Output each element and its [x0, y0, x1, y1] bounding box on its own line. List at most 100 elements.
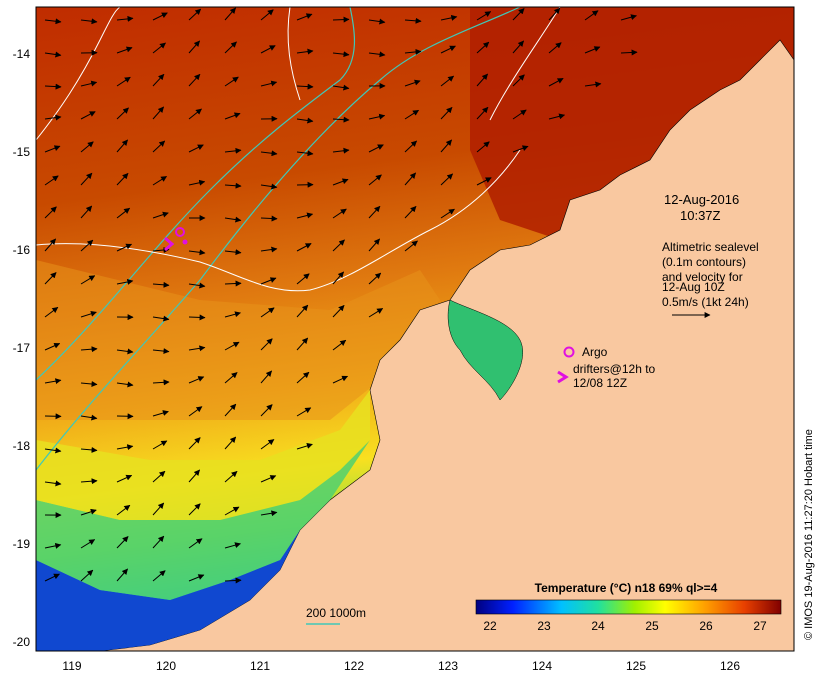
x-tick-label: 122 [344, 659, 364, 673]
velocity-arrow-icon [152, 211, 169, 219]
velocity-arrow-icon [80, 310, 97, 318]
y-tick-label: -20 [13, 635, 31, 649]
velocity-arrow-icon [224, 182, 242, 189]
velocity-arrow-icon [260, 9, 274, 21]
velocity-arrow-icon [404, 79, 421, 87]
velocity-arrow-icon [44, 175, 59, 186]
velocity-arrow-icon [188, 179, 206, 186]
velocity-arrow-icon [188, 574, 205, 582]
x-tick-label: 124 [532, 659, 552, 673]
velocity-arrow-icon [548, 42, 562, 54]
velocity-arrow-icon [116, 76, 131, 87]
velocity-arrow-icon [80, 141, 94, 153]
velocity-arrow-icon [116, 504, 131, 516]
velocity-arrow-icon [260, 475, 277, 483]
velocity-arrow-icon [260, 370, 272, 384]
y-tick-label: -14 [13, 47, 31, 61]
credit-text: © IMOS 19-Aug-2016 11:27:20 Hobart time [803, 429, 815, 640]
velocity-arrow-icon [116, 536, 129, 549]
velocity-arrow-icon [116, 139, 128, 153]
velocity-arrow-icon [512, 145, 529, 153]
x-axis: 119 120 121 122 123 124 125 126 [62, 659, 740, 673]
velocity-arrow-icon [116, 279, 134, 285]
velocity-arrow-icon [260, 150, 278, 157]
velocity-arrow-icon [44, 542, 62, 549]
velocity-arrow-icon [368, 174, 382, 186]
y-axis: -14 -15 -16 -17 -18 -19 -20 [13, 47, 31, 649]
velocity-arrow-icon [620, 49, 638, 56]
sealevel-contour [35, 6, 121, 141]
velocity-arrow-icon [476, 177, 492, 186]
velocity-arrow-icon [152, 42, 166, 54]
velocity-arrow-icon [188, 469, 200, 483]
colorbar: Temperature (°C) n18 69% ql>=4 22 23 24 … [475, 581, 782, 633]
velocity-arrow-icon [116, 444, 134, 451]
velocity-arrow-icon [188, 345, 206, 352]
y-tick-label: -19 [13, 537, 31, 551]
argo-label: Argo [582, 345, 608, 359]
velocity-arrow-icon [116, 172, 129, 186]
velocity-arrow-icon [296, 273, 310, 285]
velocity-arrow-icon [152, 281, 170, 288]
map-date: 12-Aug-2016 [664, 192, 739, 207]
velocity-arrow-icon [476, 106, 489, 120]
velocity-arrow-icon [368, 238, 380, 252]
velocity-arrow-icon [80, 346, 98, 353]
velocity-arrow-icon [152, 440, 168, 450]
isobath-legend: 200 1000m [306, 606, 366, 625]
velocity-arrow-icon [188, 108, 202, 120]
colorbar-tick: 27 [753, 619, 767, 633]
velocity-arrow-icon [224, 280, 242, 287]
altimetry-legend: Altimetric sealevel (0.1m contours) and … [662, 240, 759, 318]
velocity-arrow-icon [116, 474, 133, 483]
colorbar-tick: 25 [645, 619, 659, 633]
velocity-arrow-icon [296, 407, 312, 417]
velocity-arrow-icon [548, 77, 564, 87]
cool-coastal-water [36, 530, 300, 651]
velocity-arrow-icon [440, 75, 455, 87]
velocity-arrow-icon [188, 282, 206, 289]
velocity-arrow-icon [404, 17, 422, 24]
velocity-arrow-icon [224, 76, 239, 87]
velocity-arrow-icon [80, 539, 96, 549]
velocity-arrow-icon [116, 348, 134, 355]
velocity-arrow-icon [188, 73, 201, 87]
velocity-arrow-icon [224, 7, 236, 21]
velocity-arrow-icon [80, 205, 93, 219]
velocity-arrow-icon [152, 175, 168, 186]
velocity-arrow-icon [44, 378, 62, 385]
velocity-arrow-icon [224, 403, 237, 417]
velocity-arrow-icon [332, 178, 349, 186]
velocity-arrow-icon [224, 341, 240, 351]
velocity-arrow-icon [224, 471, 238, 483]
velocity-arrow-icon [224, 542, 241, 549]
velocity-arrow-icon [260, 307, 275, 318]
velocity-arrow-icon [224, 577, 242, 584]
velocity-arrow-icon [224, 41, 237, 54]
velocity-arrow-icon [152, 348, 170, 355]
marker-legend: Argo drifters@12h to 12/08 12Z [557, 345, 656, 390]
velocity-arrow-icon [404, 48, 422, 55]
velocity-arrow-icon [368, 308, 384, 318]
king-sound-bay [447, 299, 523, 401]
velocity-arrows [44, 7, 638, 584]
velocity-arrow-icon [44, 480, 62, 487]
velocity-arrow-icon [332, 147, 350, 154]
velocity-arrow-icon [152, 570, 166, 582]
velocity-arrow-icon [44, 206, 57, 219]
velocity-arrow-icon [224, 311, 241, 318]
velocity-arrow-icon [188, 8, 202, 21]
velocity-arrow-icon [296, 304, 309, 318]
velocity-arrow-icon [80, 172, 93, 186]
velocity-arrow-icon [620, 14, 637, 21]
velocity-arrow-icon [548, 7, 561, 21]
velocity-arrow-icon [260, 510, 278, 517]
colorbar-tick: 26 [699, 619, 713, 633]
sealevel-contour [287, 6, 301, 101]
velocity-arrow-icon [440, 45, 456, 54]
velocity-arrow-icon [80, 275, 96, 285]
velocity-arrow-icon [80, 239, 94, 252]
drifters-label-line: drifters@12h to [573, 362, 656, 376]
altimetry-note-line: 0.5m/s (1kt 24h) [662, 295, 749, 309]
